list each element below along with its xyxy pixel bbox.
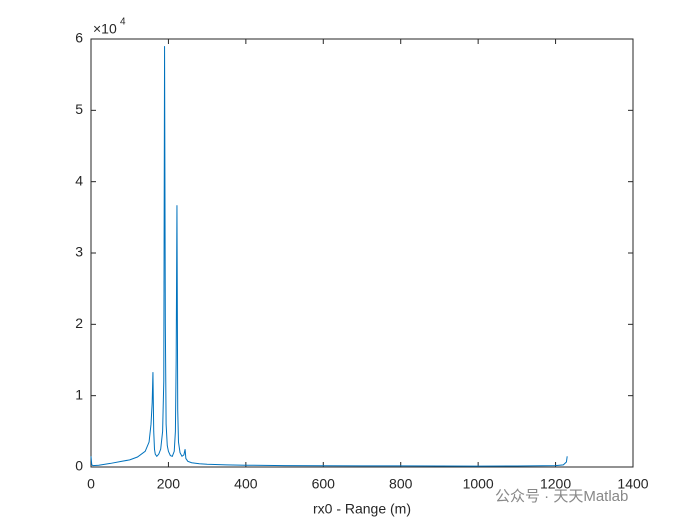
x-tick-label: 0	[87, 476, 95, 492]
watermark: 公众号 · 天天Matlab	[495, 488, 628, 505]
x-tick-label: 1000	[463, 476, 494, 492]
y-tick-label: 2	[75, 315, 83, 331]
y-tick-label: 5	[75, 101, 83, 117]
data-line	[90, 46, 568, 467]
y-tick-label: 0	[75, 458, 83, 474]
y-tick-label: 1	[75, 386, 83, 402]
y-scale-exponent: 4	[120, 17, 126, 28]
y-tick-label: 3	[75, 244, 83, 260]
x-tick-label: 1400	[617, 476, 648, 492]
y-tick-label: 4	[75, 172, 83, 188]
x-tick-label: 400	[234, 476, 258, 492]
x-tick-label: 600	[312, 476, 336, 492]
x-axis-label: rx0 - Range (m)	[313, 501, 411, 517]
x-tick-label: 800	[389, 476, 413, 492]
x-tick-label: 200	[157, 476, 181, 492]
x-tick-label: 1200	[540, 476, 571, 492]
y-scale-base: ×10	[93, 21, 117, 37]
y-tick-label: 6	[75, 30, 83, 46]
plot-frame	[90, 38, 634, 468]
